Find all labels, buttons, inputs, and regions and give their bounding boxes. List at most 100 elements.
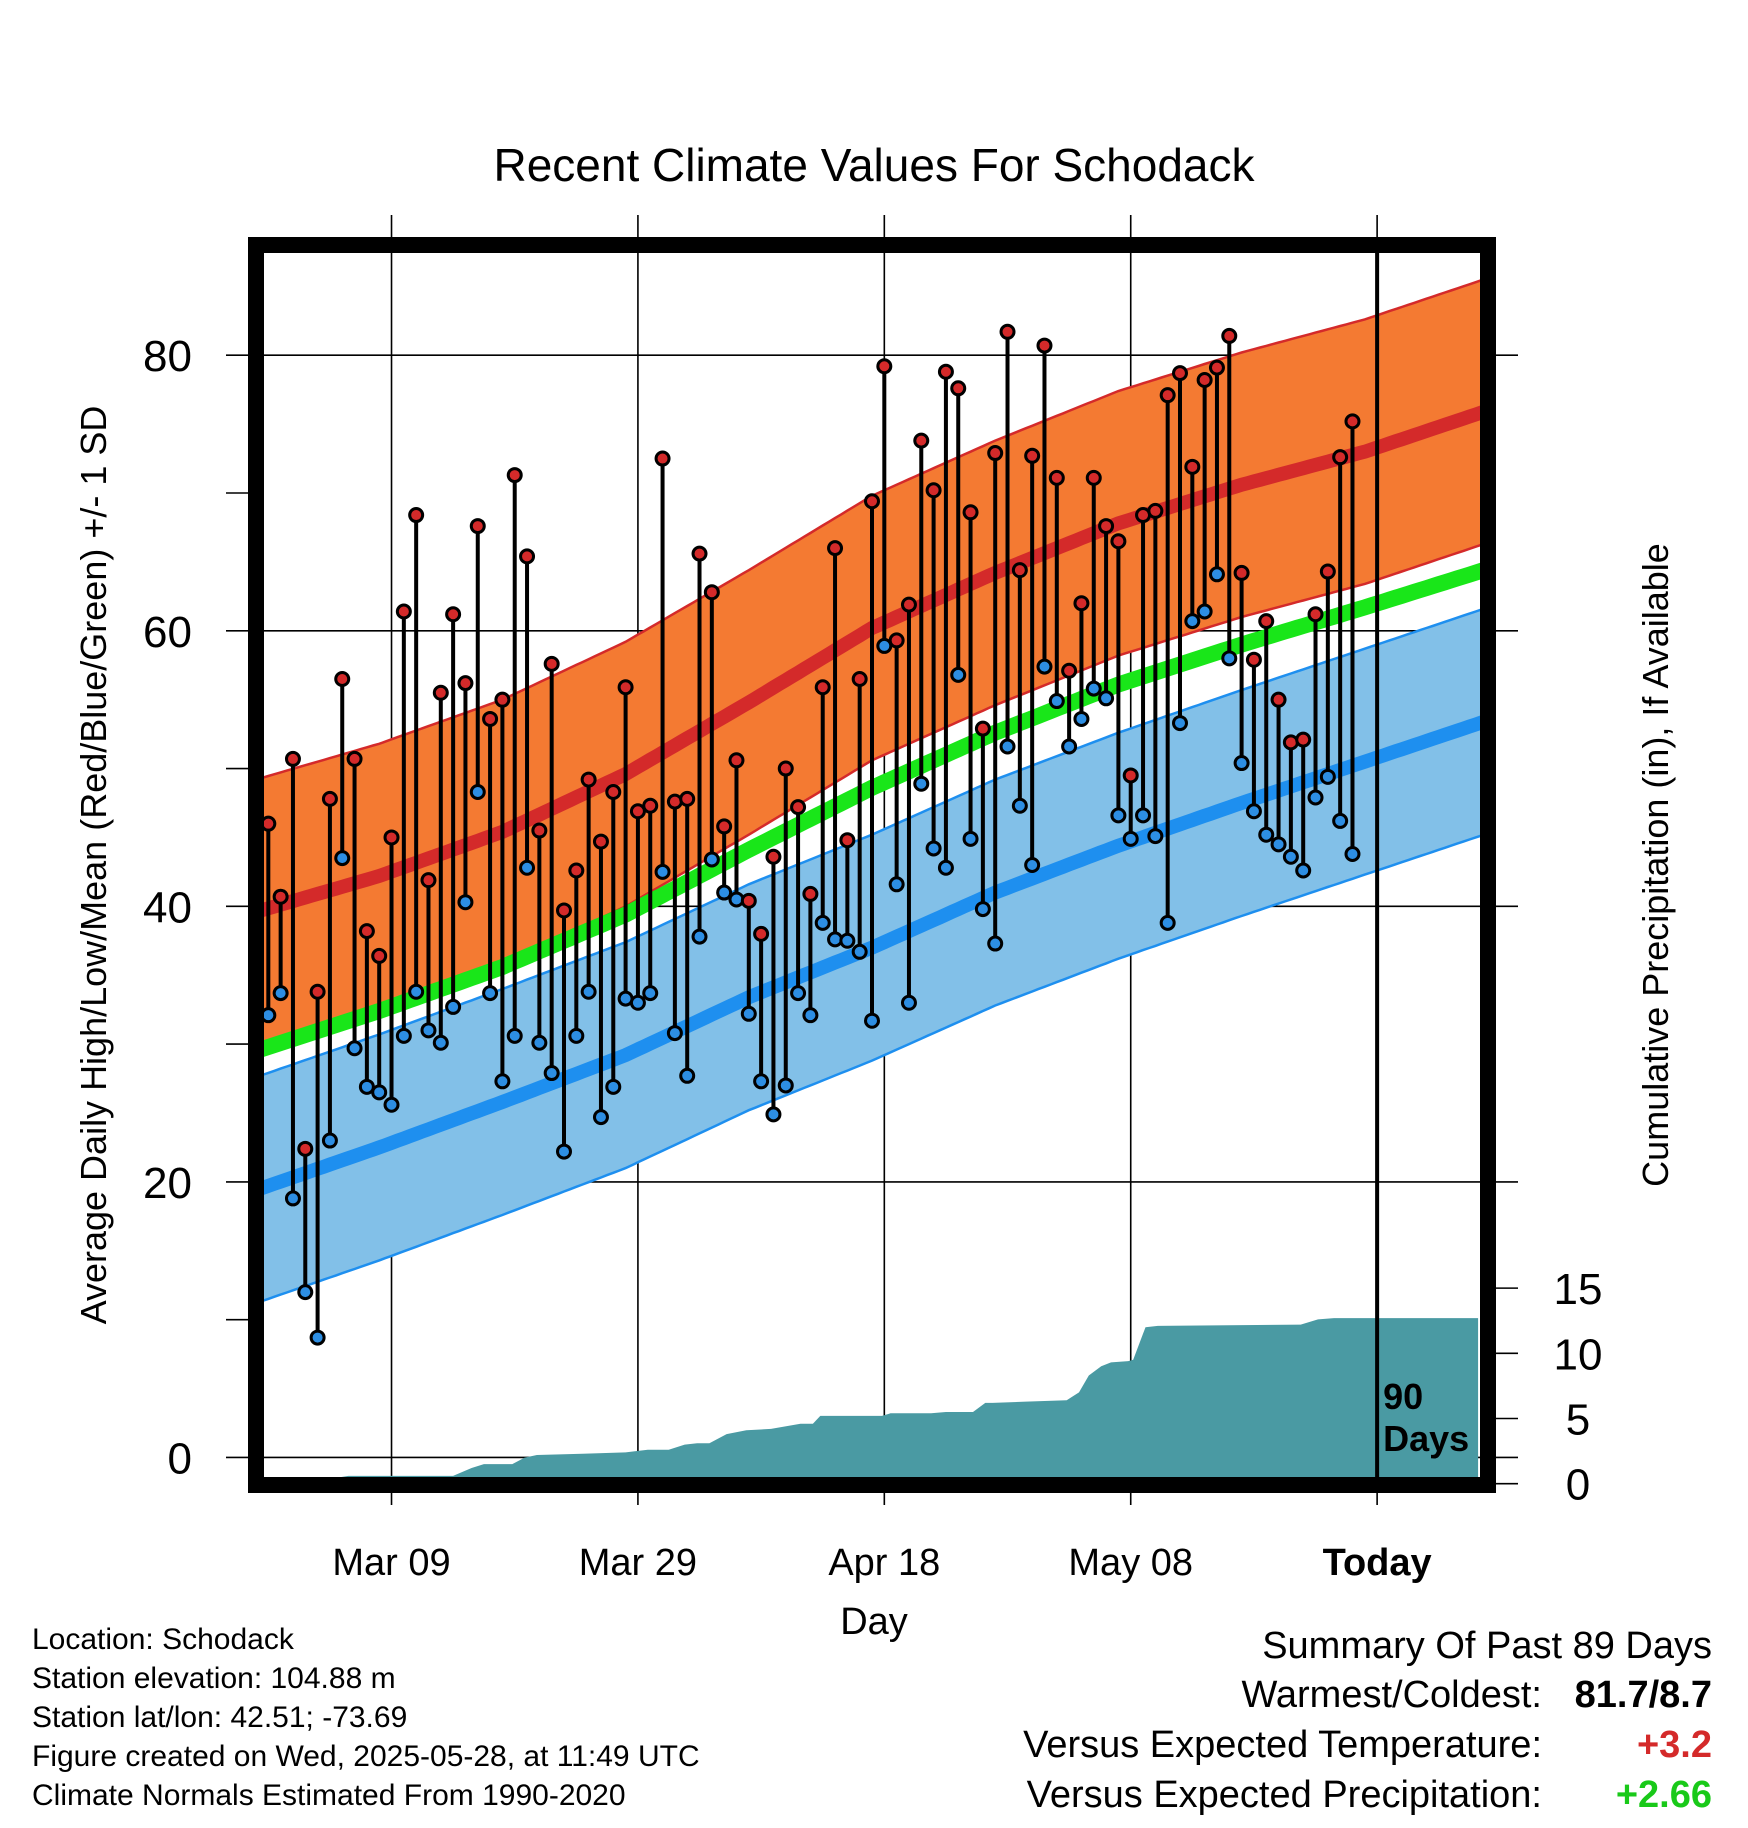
daily-high-point (1319, 563, 1336, 580)
daily-low-point (321, 1132, 338, 1149)
daily-low-point (679, 1067, 696, 1084)
daily-high-point (937, 363, 954, 380)
daily-high-point (297, 1140, 314, 1157)
daily-low-point (629, 994, 646, 1011)
elevation-text: Station elevation: 104.88 m (32, 1662, 396, 1695)
daily-low-point (1135, 807, 1152, 824)
x-tick-label: Mar 09 (332, 1542, 450, 1584)
daily-high-point (543, 655, 560, 672)
daily-high-point (864, 493, 880, 510)
daily-high-point (1098, 518, 1115, 535)
y2-tick-label: 10 (1554, 1330, 1603, 1379)
plot-area (256, 245, 1488, 1485)
x-tick-label: May 08 (1068, 1542, 1193, 1584)
y-tick-label: 80 (143, 332, 192, 381)
daily-low-point (839, 932, 856, 949)
location-text: Location: Schodack (32, 1623, 294, 1656)
daily-high-point (1344, 413, 1361, 430)
y-tick-label: 60 (143, 608, 192, 657)
daily-high-point (851, 671, 868, 687)
daily-high-point (482, 710, 499, 727)
daily-high-point (679, 790, 696, 807)
daily-high-point (1073, 595, 1090, 612)
daily-low-point (580, 983, 597, 1000)
daily-low-point (999, 738, 1016, 755)
y-tick-label: 40 (143, 883, 192, 932)
daily-low-point (666, 1025, 683, 1042)
daily-low-point (605, 1078, 622, 1095)
daily-low-point (445, 998, 462, 1015)
daily-high-point (814, 679, 831, 696)
daily-low-point (1011, 797, 1028, 814)
daily-low-point (1245, 803, 1262, 820)
daily-high-point (962, 504, 979, 521)
daily-low-point (1110, 807, 1127, 824)
daily-high-point (1208, 359, 1225, 376)
daily-low-point (1048, 693, 1065, 710)
daily-low-point (753, 1073, 770, 1090)
y2-tick-label: 15 (1554, 1265, 1603, 1314)
daily-low-point (974, 901, 991, 918)
daily-high-point (284, 750, 301, 767)
chart-title: Recent Climate Values For Schodack (493, 139, 1255, 191)
daily-high-point (1332, 449, 1349, 466)
daily-high-point (1036, 337, 1053, 354)
daily-low-point (284, 1190, 301, 1207)
daily-high-point (876, 358, 893, 375)
y2-tick-label: 0 (1566, 1461, 1590, 1510)
daily-high-point (888, 632, 905, 649)
daily-high-point (531, 822, 548, 839)
daily-low-point (987, 935, 1004, 952)
daily-low-point (1085, 680, 1102, 697)
daily-high-point (1147, 502, 1164, 519)
daily-low-point (358, 1078, 375, 1095)
plot-frame (248, 237, 1496, 1493)
daily-low-point (851, 943, 868, 960)
daily-low-point (777, 1077, 794, 1094)
daily-high-point (371, 947, 388, 964)
daily-low-point (654, 863, 671, 880)
daily-low-point (864, 1012, 880, 1029)
daily-high-point (408, 507, 425, 524)
daily-low-point (1196, 603, 1213, 620)
daily-high-point (605, 783, 622, 800)
daily-high-point (1184, 458, 1201, 475)
daily-low-point (1332, 812, 1349, 829)
daily-high-point (974, 720, 991, 737)
daily-high-point (716, 818, 733, 835)
normals-note: Climate Normals Estimated From 1990-2020 (32, 1779, 626, 1812)
daily-low-point (506, 1027, 523, 1044)
x-tick-label: Today (1323, 1542, 1432, 1584)
daily-high-point (1110, 533, 1127, 550)
today-label-line: 90 (1383, 1376, 1423, 1417)
created-text: Figure created on Wed, 2025-05-28, at 11… (32, 1740, 700, 1773)
daily-high-point (457, 675, 474, 692)
daily-high-point (1061, 662, 1078, 679)
daily-low-point (1221, 650, 1238, 667)
daily-high-point (469, 518, 486, 535)
daily-high-point (519, 548, 536, 565)
daily-low-point (962, 830, 979, 847)
daily-high-point (1233, 564, 1250, 581)
daily-high-point (740, 892, 757, 909)
y2-tick-label: 5 (1566, 1396, 1590, 1445)
daily-high-point (1245, 651, 1262, 668)
daily-high-point (383, 829, 400, 846)
daily-low-point (272, 985, 289, 1002)
daily-high-point (999, 323, 1016, 340)
y-axis-label: Average Daily High/Low/Mean (Red/Blue/Gr… (73, 406, 114, 1325)
daily-high-point (703, 584, 720, 601)
daily-low-point (900, 994, 917, 1011)
daily-high-point (321, 790, 338, 807)
daily-low-point (703, 851, 720, 868)
daily-high-point (753, 925, 770, 942)
daily-low-point (297, 1284, 314, 1301)
daily-low-point (1024, 857, 1041, 873)
daily-low-point (1098, 690, 1115, 707)
daily-high-point (900, 596, 917, 613)
daily-low-point (716, 884, 733, 901)
daily-low-point (395, 1027, 412, 1044)
daily-low-point (568, 1027, 585, 1044)
daily-low-point (1233, 755, 1250, 772)
daily-low-point (1036, 658, 1053, 675)
